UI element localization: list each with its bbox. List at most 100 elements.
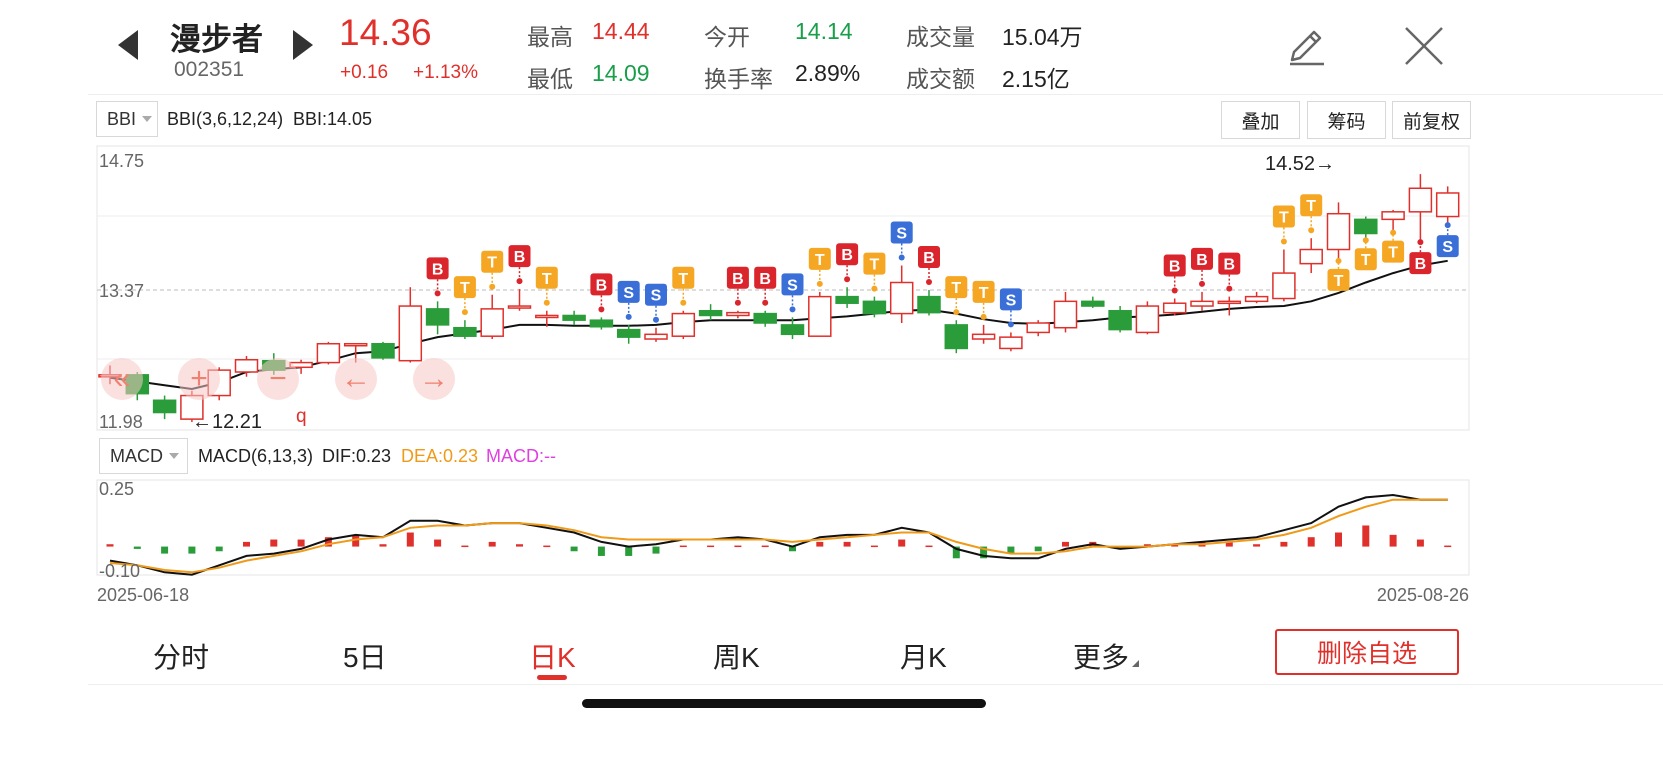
- macd-bar: [270, 539, 278, 547]
- macd-bar: [707, 545, 715, 548]
- signal-box: [1409, 252, 1432, 275]
- chips-button[interactable]: 筹码: [1307, 101, 1386, 139]
- signal-box: [481, 250, 504, 273]
- tab-more[interactable]: 更多: [1073, 636, 1140, 676]
- signal-label: B: [732, 271, 744, 288]
- candle: [1162, 298, 1187, 316]
- signal-label: T: [1306, 198, 1316, 215]
- main-indicator-name: BBI: [107, 108, 137, 129]
- signal-dot: [1308, 227, 1315, 234]
- candle: [753, 310, 777, 327]
- signal-box: [972, 280, 995, 303]
- adjust-button[interactable]: 前复权: [1392, 101, 1471, 139]
- signal-box: [645, 283, 667, 306]
- signal-marker: B: [1191, 247, 1213, 287]
- signal-box: [1327, 268, 1350, 291]
- signal-marker: S: [1436, 222, 1459, 258]
- note-mark: q: [296, 406, 307, 427]
- candle: [535, 310, 559, 327]
- candle: [1272, 249, 1296, 302]
- zoom-out-button[interactable]: −: [257, 358, 299, 400]
- signal-label: B: [1196, 252, 1208, 269]
- tab-daily-k[interactable]: 日K: [529, 642, 576, 673]
- delete-watchlist-button[interactable]: 删除自选: [1275, 629, 1459, 675]
- macd-bar: [843, 541, 851, 547]
- scroll-start-button[interactable]: «: [101, 358, 143, 400]
- next-stock-button[interactable]: [293, 30, 313, 60]
- tab-weekly-k[interactable]: 周K: [713, 642, 760, 673]
- signal-dot: [598, 306, 605, 313]
- stat-value-high: 14.44: [592, 18, 650, 44]
- signal-box: [453, 276, 476, 299]
- macd-bar: [379, 544, 387, 547]
- main-indicator-desc: BBI(3,6,12,24): [167, 109, 284, 129]
- candle-body: [1326, 212, 1351, 251]
- macd-bar: [1171, 544, 1179, 547]
- candle: [616, 324, 641, 344]
- macd-bar: [1416, 539, 1424, 547]
- main-indicator-dropdown[interactable]: BBI: [96, 101, 158, 137]
- close-button[interactable]: [1402, 24, 1446, 68]
- main-indicator-value: BBI:14.05: [293, 109, 373, 129]
- candle: [1053, 291, 1078, 333]
- signal-dot: [816, 280, 823, 287]
- signal-dot: [461, 309, 468, 316]
- stock-name: 漫步者: [170, 22, 263, 57]
- stat-label-open: 今开: [704, 24, 750, 50]
- candle-body: [1244, 295, 1269, 303]
- signal-box: [863, 252, 886, 275]
- signal-dot: [1226, 285, 1233, 292]
- tab-monthly-k[interactable]: 月K: [900, 642, 947, 673]
- signal-dot: [680, 299, 687, 306]
- macd-bar: [406, 532, 414, 547]
- signal-label: B: [841, 247, 853, 264]
- signal-marker: B: [426, 257, 449, 297]
- signal-box: [426, 257, 449, 280]
- edit-button[interactable]: [1284, 24, 1328, 68]
- signal-box: [1300, 194, 1323, 217]
- macd-chart[interactable]: 0.25 -0.10 2025-06-18 2025-08-26: [0, 478, 1663, 608]
- signal-box: [672, 266, 695, 289]
- dif-value: DIF:0.23: [322, 446, 392, 466]
- signal-box: [890, 221, 913, 244]
- macd-bar: [1143, 544, 1151, 547]
- prev-stock-button[interactable]: [118, 30, 138, 60]
- candle: [671, 310, 696, 340]
- macd-bar: [161, 546, 169, 554]
- macd-bar: [1389, 534, 1397, 547]
- price-change-pct: +1.13%: [413, 62, 478, 83]
- candle: [780, 317, 805, 340]
- signal-marker: S: [617, 280, 640, 320]
- zoom-in-button[interactable]: +: [178, 358, 220, 400]
- signal-label: T: [815, 252, 825, 269]
- scroll-right-button[interactable]: →: [413, 358, 455, 400]
- tab-intraday[interactable]: 分时: [153, 642, 210, 673]
- macd-bar: [898, 539, 906, 547]
- macd-bar: [1253, 544, 1261, 547]
- candle: [425, 301, 450, 335]
- signal-box: [590, 273, 613, 296]
- dea-line: [109, 498, 1448, 574]
- candle-body: [1435, 192, 1460, 218]
- signal-marker: B: [918, 246, 940, 286]
- macd-bar: [952, 546, 960, 559]
- scroll-left-button[interactable]: ←: [335, 358, 377, 400]
- candle: [589, 317, 614, 330]
- candle-body: [152, 399, 177, 414]
- left-arrow-icon: ←: [341, 362, 371, 395]
- signal-dot: [516, 278, 523, 285]
- sub-indicator-dropdown[interactable]: MACD: [99, 438, 188, 474]
- candle: [1299, 238, 1323, 274]
- candle-body: [535, 314, 559, 319]
- signal-box: [1163, 254, 1186, 277]
- overlay-button[interactable]: 叠加: [1221, 101, 1300, 139]
- candle-body: [371, 342, 395, 359]
- signal-label: B: [1415, 256, 1427, 273]
- tab-5day[interactable]: 5日: [343, 642, 387, 673]
- sub-indicator-name: MACD: [110, 445, 163, 466]
- signal-label: T: [1279, 210, 1289, 227]
- pencil-icon: [1290, 30, 1324, 66]
- signal-dot: [734, 299, 741, 306]
- signal-box: [918, 246, 940, 269]
